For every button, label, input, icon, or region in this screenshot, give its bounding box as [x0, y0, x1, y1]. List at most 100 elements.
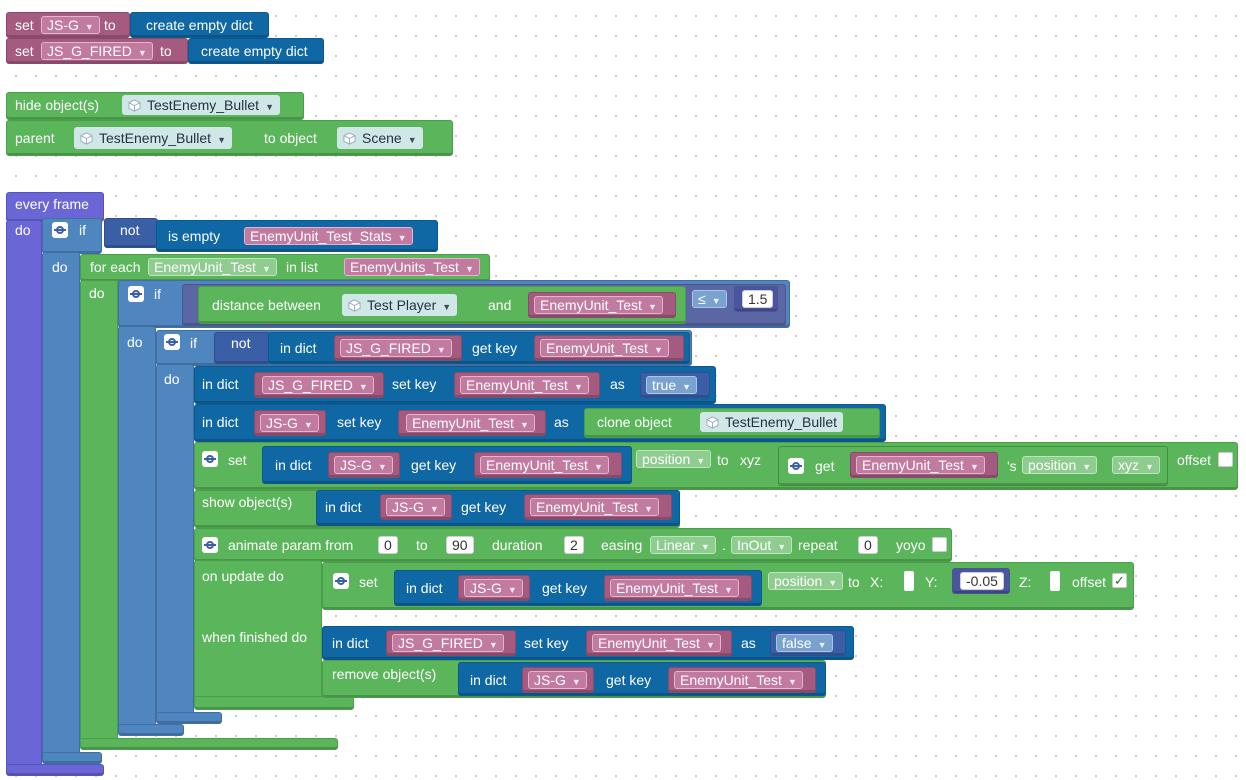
dropdown-arrow-icon: ▼	[817, 640, 827, 650]
variable-dropdown[interactable]: EnemyUnit_Test ▼	[530, 498, 659, 516]
variable-dropdown[interactable]: EnemyUnit_Test ▼	[856, 456, 985, 474]
property-dropdown[interactable]: position ▼	[636, 450, 712, 468]
create-dict-block[interactable]	[188, 38, 324, 64]
cube-icon	[80, 132, 93, 145]
if-block[interactable]	[42, 218, 102, 254]
empty-x-slot[interactable]	[904, 571, 914, 591]
property-dropdown[interactable]: position ▼	[1022, 456, 1098, 474]
dropdown-arrow-icon: ▼	[682, 382, 692, 392]
offset-checkbox[interactable]: ✓	[1112, 573, 1127, 588]
variable-dropdown[interactable]: EnemyUnit_Test ▼	[460, 376, 589, 394]
if-label: if	[190, 335, 197, 351]
dropdown-arrow-icon: ▼	[407, 135, 417, 145]
dropdown-arrow-icon: ▼	[442, 302, 452, 312]
every-frame-block[interactable]	[6, 192, 104, 222]
dropdown-arrow-icon: ▼	[571, 677, 581, 687]
variable-dropdown[interactable]: JS_G_FIRED ▼	[340, 339, 452, 357]
to-field[interactable]: 90	[446, 536, 474, 554]
gear-icon[interactable]	[202, 537, 218, 553]
gear-icon[interactable]	[788, 458, 804, 474]
operator-dropdown[interactable]: ≤ ▼	[692, 290, 727, 308]
dropdown-arrow-icon: ▼	[217, 135, 226, 145]
set-label: set	[15, 43, 34, 59]
to-label: to	[104, 17, 116, 33]
repeat-field[interactable]: 0	[858, 536, 878, 554]
boolean-dropdown[interactable]: true ▼	[646, 376, 698, 394]
gear-icon[interactable]	[128, 286, 144, 302]
get-key-label: get key	[542, 580, 588, 596]
for-each-body	[80, 280, 118, 742]
when-finished-label: when finished do	[202, 629, 308, 645]
easing-mode-dropdown[interactable]: InOut ▼	[731, 536, 793, 554]
from-field[interactable]: 0	[378, 536, 398, 554]
gear-icon[interactable]	[202, 451, 218, 467]
dropdown-arrow-icon: ▼	[647, 302, 657, 312]
variable-dropdown[interactable]: JS-G ▼	[334, 456, 393, 474]
create-dict-block[interactable]	[130, 12, 269, 38]
variable-dropdown[interactable]: EnemyUnit_Test_Stats ▼	[244, 227, 413, 245]
if-footer	[42, 752, 102, 764]
not-label: not	[120, 222, 140, 238]
xyz-label: xyz	[740, 452, 761, 468]
dropdown-arrow-icon: ▼	[464, 264, 474, 274]
list-variable-dropdown[interactable]: EnemyUnits_Test ▼	[344, 258, 480, 276]
variable-dropdown[interactable]: EnemyUnit_Test ▼	[540, 339, 669, 357]
dropdown-arrow-icon: ▼	[261, 264, 271, 274]
variable-dropdown[interactable]: EnemyUnit_Test ▼	[534, 296, 663, 314]
to-label: to	[160, 43, 172, 59]
y-label: Y:	[925, 574, 938, 590]
variable-dropdown[interactable]: EnemyUnit_Test ▼	[592, 634, 721, 652]
if-footer	[156, 712, 222, 724]
gear-icon[interactable]	[333, 573, 349, 589]
number-field[interactable]: 1.5	[742, 290, 774, 308]
dropdown-arrow-icon: ▼	[519, 420, 529, 430]
offset-checkbox[interactable]	[1218, 452, 1233, 467]
variable-dropdown[interactable]: JS-G ▼	[528, 671, 587, 689]
target-object-dropdown[interactable]: Scene ▼	[337, 127, 423, 149]
object-dropdown[interactable]: TestEnemy_Bullet	[700, 412, 844, 432]
gear-icon[interactable]	[52, 222, 68, 238]
yoyo-checkbox[interactable]	[932, 537, 947, 552]
repeat-label: repeat	[798, 537, 838, 553]
object-dropdown[interactable]: Test Player ▼	[342, 294, 458, 316]
object-dropdown[interactable]: TestEnemy_Bullet ▼	[74, 127, 232, 149]
in-dict-label: in dict	[275, 457, 312, 473]
animate-block[interactable]	[194, 528, 952, 562]
duration-field[interactable]: 2	[564, 536, 584, 554]
variable-dropdown[interactable]: JS-G ▼	[464, 579, 523, 597]
every-frame-footer	[6, 764, 104, 776]
if-body	[156, 364, 194, 720]
dropdown-arrow-icon: ▼	[593, 462, 603, 472]
variable-dropdown[interactable]: JS-G ▼	[386, 498, 445, 516]
to-label: to	[848, 574, 860, 590]
boolean-dropdown[interactable]: false ▼	[776, 634, 833, 652]
and-label: and	[488, 297, 512, 313]
variable-dropdown[interactable]: EnemyUnit_Test ▼	[610, 579, 739, 597]
not-block[interactable]	[214, 332, 270, 364]
y-value-field[interactable]: -0.05	[960, 572, 1004, 590]
cube-icon	[348, 299, 361, 312]
xyz-dropdown[interactable]: xyz ▼	[1112, 456, 1160, 474]
empty-z-slot[interactable]	[1050, 571, 1060, 591]
dropdown-arrow-icon: ▼	[696, 456, 706, 466]
item-dropdown[interactable]: EnemyUnit_Test ▼	[148, 258, 277, 276]
dropdown-arrow-icon: ▼	[377, 462, 387, 472]
animate-label: animate param from	[228, 537, 354, 553]
gear-icon[interactable]	[164, 334, 180, 350]
property-dropdown[interactable]: position ▼	[768, 572, 844, 590]
object-dropdown[interactable]: TestEnemy_Bullet ▼	[122, 95, 280, 115]
easing-type-dropdown[interactable]: Linear ▼	[650, 536, 716, 554]
variable-dropdown[interactable]: JS_G_FIRED ▼	[392, 634, 504, 652]
x-label: X:	[870, 574, 884, 590]
variable-dropdown[interactable]: EnemyUnit_Test ▼	[480, 456, 609, 474]
dropdown-arrow-icon: ▼	[653, 345, 663, 355]
variable-dropdown[interactable]: JS_G_FIRED ▼	[262, 376, 374, 394]
variable-dropdown[interactable]: JS-G ▼	[41, 16, 100, 34]
dropdown-arrow-icon: ▼	[436, 345, 446, 355]
variable-dropdown[interactable]: EnemyUnit_Test ▼	[406, 414, 535, 432]
variable-dropdown[interactable]: EnemyUnit_Test ▼	[674, 671, 803, 689]
variable-dropdown[interactable]: JS_G_FIRED ▼	[41, 42, 153, 60]
variable-dropdown[interactable]: JS-G ▼	[260, 414, 319, 432]
create-dict-label: create empty dict	[201, 43, 308, 59]
not-block[interactable]	[104, 218, 158, 248]
